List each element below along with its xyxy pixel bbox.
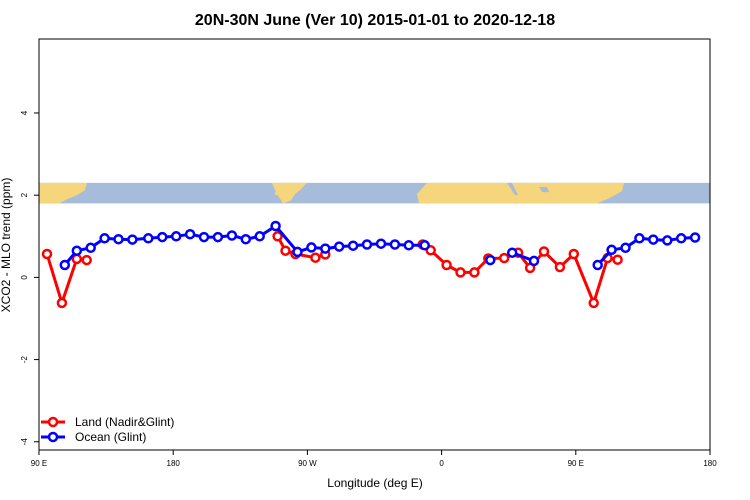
series-1-point-3-0 (592, 259, 603, 271)
y-tick-label-2: 0 (20, 275, 29, 280)
series-0-point-2-3 (455, 267, 466, 278)
x-tick-label-2: 90 W (298, 459, 317, 468)
series-1-point-0-20 (347, 240, 359, 251)
x-tick-label-3: 0 (439, 459, 444, 468)
x-tick-label-0: 90 E (31, 459, 47, 468)
series-0-point-0-0 (41, 248, 53, 260)
series-1-point-0-6 (143, 233, 154, 244)
series-1-point-0-11 (212, 231, 224, 243)
series-0-point-2-4 (469, 267, 480, 278)
series-1-point-0-22 (375, 238, 387, 249)
y-tick-label-3: 2 (20, 192, 29, 197)
series-1-point-3-3 (634, 233, 645, 244)
series-1-point-2-1 (528, 255, 540, 267)
series-0-point-2-12 (588, 297, 599, 309)
x-axis-label: Longitude (deg E) (327, 476, 422, 490)
series-1-point-0-14 (254, 231, 265, 242)
series-1-point-3-1 (606, 244, 617, 256)
series-1-point-3-4 (648, 234, 659, 245)
legend-land-marker (47, 416, 59, 428)
map-land-1 (272, 182, 307, 204)
series-1-point-0-4 (113, 233, 124, 245)
x-tick-label-1: 180 (167, 459, 181, 468)
chart-title: 20N-30N June (Ver 10) 2015-01-01 to 2020… (195, 12, 555, 29)
legend-ocean-label: Ocean (Glint) (75, 430, 146, 444)
series-1-point-0-8 (170, 231, 182, 242)
series-1-point-0-10 (198, 231, 210, 243)
series-1-point-0-9 (184, 228, 196, 240)
y-axis-label: XCO2 - MLO trend (ppm) (0, 178, 13, 313)
x-tick-label-5: 180 (703, 459, 717, 468)
y-tick-label-1: -2 (20, 355, 29, 363)
series-0-point-1-1 (280, 245, 291, 256)
series-1-point-2-0 (506, 247, 518, 258)
series-1-point-1-0 (485, 254, 496, 266)
series-1-point-0-19 (333, 241, 345, 252)
series-1-point-0-0 (59, 259, 71, 271)
map-inlet-1 (539, 186, 549, 193)
series-1-point-0-25 (419, 240, 430, 251)
x-tick-label-4: 90 E (568, 459, 584, 468)
world-map-band (39, 182, 710, 204)
series-1-point-0-18 (320, 243, 331, 254)
series-0-point-2-9 (538, 246, 550, 257)
series-0-point-2-10 (554, 261, 566, 273)
series-1-point-0-15 (270, 220, 281, 232)
x-axis: 90 E 180 90 W 0 90 E 180 (31, 450, 717, 468)
series-layer (41, 220, 701, 309)
series-1-point-3-7 (689, 232, 701, 243)
map-land-2 (417, 182, 624, 204)
series-1-point-0-3 (99, 233, 110, 244)
series-1-point-3-5 (662, 235, 673, 246)
series-1-point-0-2 (85, 242, 96, 254)
map-land-0 (39, 182, 87, 204)
series-1-point-0-13 (240, 233, 252, 245)
y-axis: -4 -2 0 2 4 (20, 110, 39, 445)
legend-ocean-marker (47, 431, 59, 443)
y-tick-label-0: -4 (20, 438, 29, 446)
legend-land-label: Land (Nadir&Glint) (75, 415, 174, 429)
map-land-4 (517, 189, 525, 193)
series-0-point-2-11 (568, 248, 580, 260)
map-land-3 (275, 192, 281, 196)
series-0-point-0-1 (56, 297, 68, 309)
series-0-point-0-3 (81, 254, 92, 266)
series-1-point-0-24 (403, 240, 415, 251)
series-1-point-0-7 (157, 231, 168, 243)
series-0-point-2-14 (612, 254, 623, 265)
series-1-point-0-5 (127, 234, 138, 245)
series-1-point-0-16 (292, 246, 303, 258)
series-0-point-1-0 (272, 231, 283, 242)
series-1-point-3-6 (675, 233, 687, 244)
map-inlet-0 (507, 182, 518, 196)
series-0-point-2-6 (498, 252, 510, 264)
legend: Land (Nadir&Glint) Ocean (Glint) (41, 415, 174, 444)
series-1-point-0-21 (361, 239, 373, 250)
series-1-point-3-2 (620, 242, 631, 254)
plot-frame (38, 38, 711, 451)
series-1-point-0-23 (389, 239, 401, 250)
series-0-point-1-3 (310, 252, 321, 263)
y-tick-label-4: 4 (20, 110, 29, 115)
series-0-point-2-2 (441, 259, 452, 271)
series-1-point-0-1 (71, 245, 83, 256)
series-0 (41, 231, 623, 309)
series-1-point-0-17 (306, 242, 317, 253)
series-1 (59, 220, 701, 271)
series-1-point-0-12 (226, 230, 238, 241)
